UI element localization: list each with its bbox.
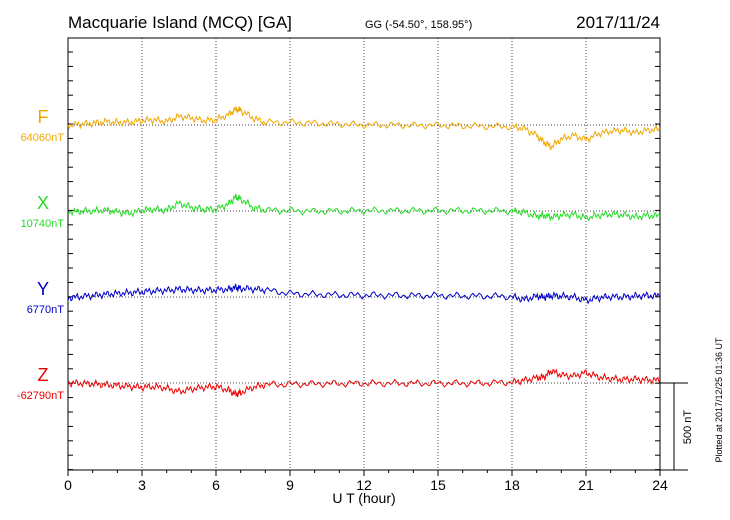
series-baseline-X: 10740nT bbox=[21, 218, 65, 230]
series-line-X bbox=[68, 192, 661, 222]
series-labels: F 64060nT X 10740nT Y 6770nT Z -62790nT bbox=[17, 107, 64, 402]
series-lines bbox=[67, 106, 661, 398]
plotted-timestamp: Plotted at 2017/12/25 01:36 UT bbox=[714, 337, 724, 463]
x-tick-label: 12 bbox=[356, 477, 372, 493]
series-label-X: X bbox=[37, 193, 49, 213]
station-title: Macquarie Island (MCQ) [GA] bbox=[68, 13, 292, 32]
series-baseline-Y: 6770nT bbox=[27, 304, 65, 316]
x-tick-label: 0 bbox=[64, 477, 72, 493]
x-tick-label: 18 bbox=[504, 477, 520, 493]
series-line-F bbox=[67, 106, 661, 151]
series-label-Y: Y bbox=[37, 279, 49, 299]
series-label-F: F bbox=[38, 107, 49, 127]
x-tick-label: 3 bbox=[138, 477, 146, 493]
series-baseline-F: 64060nT bbox=[21, 132, 65, 144]
series-label-Z: Z bbox=[38, 365, 49, 385]
series-line-Z bbox=[67, 368, 661, 398]
series-baseline-Z: -62790nT bbox=[17, 390, 64, 402]
grid-lines bbox=[141, 38, 587, 470]
x-tick-label: 24 bbox=[652, 477, 668, 493]
series-line-Y bbox=[67, 283, 661, 305]
x-tick-label: 9 bbox=[286, 477, 294, 493]
scale-bar: 500 nT bbox=[660, 382, 694, 471]
chart-date: 2017/11/24 bbox=[576, 13, 660, 32]
x-axis-title: U T (hour) bbox=[332, 490, 395, 506]
x-tick-label: 6 bbox=[212, 477, 220, 493]
x-tick-label: 21 bbox=[578, 477, 594, 493]
x-tick-label: 15 bbox=[430, 477, 446, 493]
scale-bar-label: 500 nT bbox=[682, 410, 694, 445]
station-coords: GG (-54.50°, 158.95°) bbox=[365, 19, 472, 31]
x-axis-ticks: 0 3 6 9 12 15 18 21 24 bbox=[64, 51, 668, 493]
